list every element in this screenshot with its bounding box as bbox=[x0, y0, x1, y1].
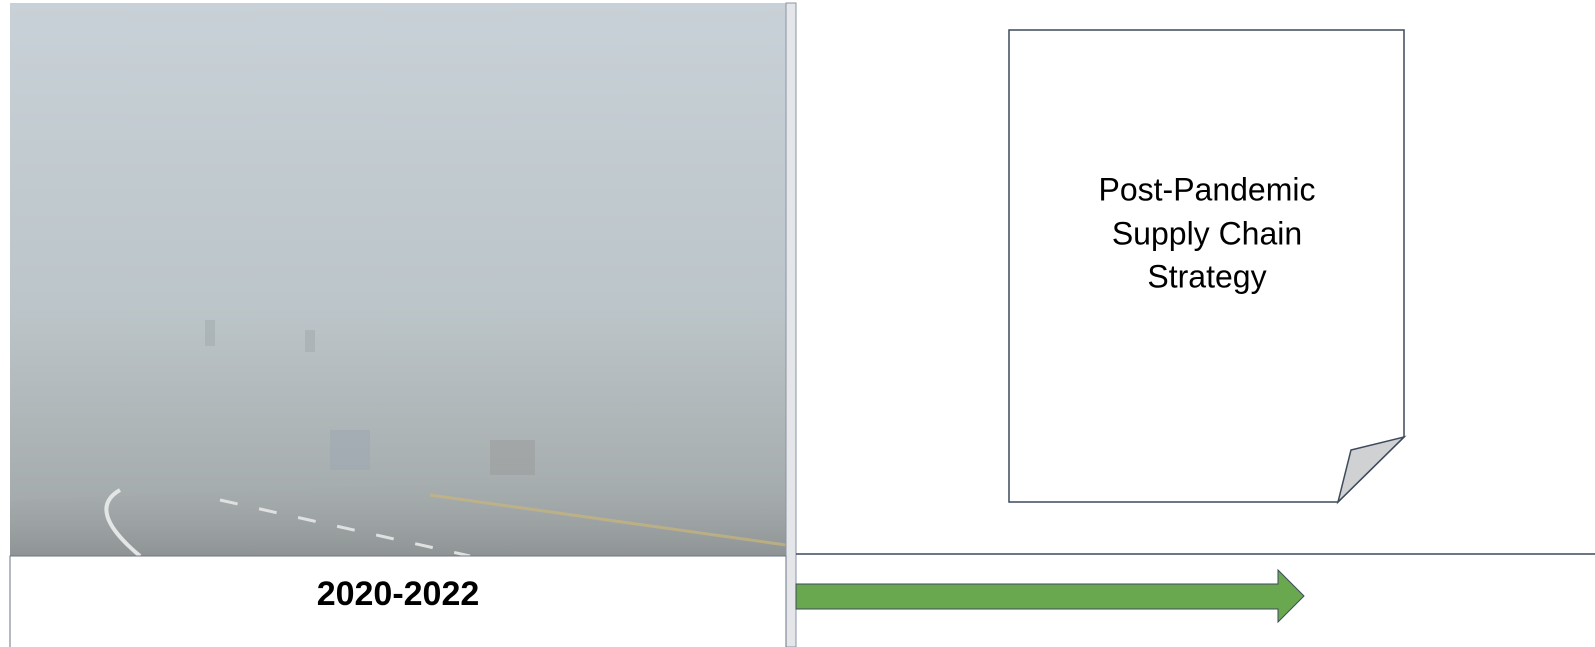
document-text: Post-Pandemic bbox=[1099, 171, 1316, 207]
folded-corner bbox=[1336, 435, 1407, 505]
document-text: Supply Chain bbox=[1112, 215, 1302, 251]
fog-photo bbox=[10, 3, 787, 558]
document-text: Strategy bbox=[1147, 258, 1266, 294]
caption: 2020-2022 bbox=[317, 575, 480, 613]
divider bbox=[785, 2, 797, 647]
arrow bbox=[795, 568, 1305, 624]
caption-box bbox=[9, 555, 787, 647]
